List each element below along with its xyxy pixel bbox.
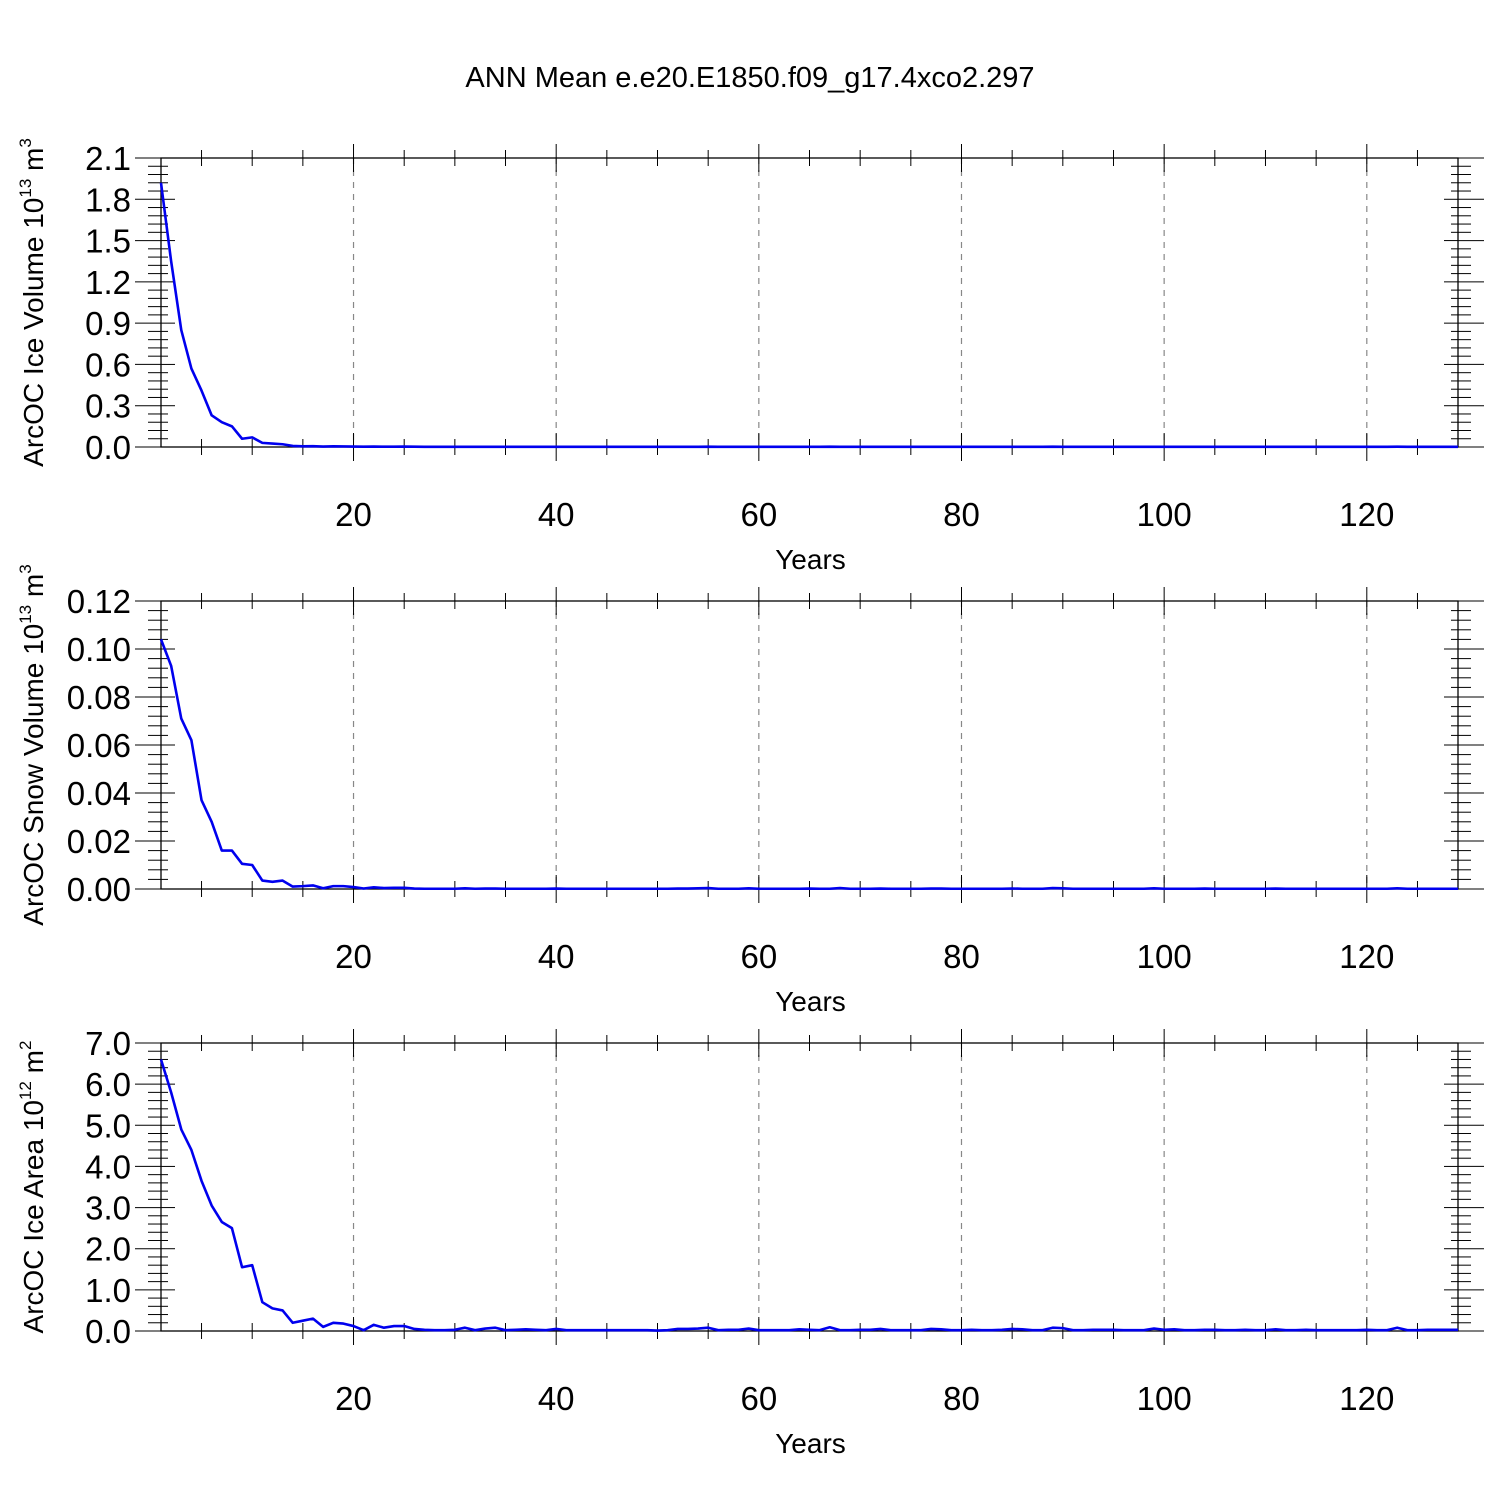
y-axis-label-unit: m	[18, 574, 49, 605]
x-axis-label: Years	[775, 544, 846, 575]
y-tick-label: 5.0	[85, 1107, 131, 1144]
y-axis-label-exp: 12	[16, 1081, 35, 1100]
x-tick-label: 120	[1339, 496, 1394, 533]
plot-frame	[160, 157, 1459, 448]
y-axis-label-exp: 13	[16, 605, 35, 624]
x-tick-label: 100	[1137, 938, 1192, 975]
panel-1: 0.0 0.3 0.6 0.9 1.2 1.5 1.8 2.1 20 40 60 80 100 120 Ye…	[16, 138, 1484, 575]
x-tick-label: 100	[1137, 1380, 1192, 1417]
y-tick-label: 0.02	[67, 823, 131, 860]
y-tick-label: 2.1	[85, 140, 131, 177]
y-tick-label: 2.0	[85, 1231, 131, 1268]
y-axis-label-text: ArcOC Ice Area 10	[18, 1100, 49, 1333]
y-tick-label: 0.0	[85, 429, 131, 466]
x-axis-label: Years	[775, 986, 846, 1017]
series-line	[159, 638, 1458, 891]
y-axis-label-text: ArcOC Snow Volume 10	[18, 624, 49, 926]
y-axis-label: ArcOC Snow Volume 1013 m3	[16, 564, 49, 925]
x-tick-label: 40	[538, 1380, 575, 1417]
y-axis-label-unit: m	[18, 148, 49, 179]
y-axis-label: ArcOC Ice Volume 1013 m3	[16, 138, 49, 467]
chart-title: ANN Mean e.e20.E1850.f09_g17.4xco2.297	[465, 62, 1035, 94]
x-tick-label: 100	[1137, 496, 1192, 533]
x-axis-label: Years	[775, 1428, 846, 1459]
y-tick-label: 1.2	[85, 264, 131, 301]
y-tick-label: 0.0	[85, 1313, 131, 1350]
y-tick-label: 3.0	[85, 1190, 131, 1227]
plot-frame	[160, 1042, 1459, 1332]
y-axis-label-exp: 13	[16, 179, 35, 198]
y-tick-label: 7.0	[85, 1025, 131, 1062]
y-tick-label: 6.0	[85, 1066, 131, 1103]
x-tick-label: 120	[1339, 1380, 1394, 1417]
x-tick-label: 80	[943, 938, 980, 975]
y-tick-label: 0.08	[67, 679, 131, 716]
x-tick-label: 80	[943, 496, 980, 533]
y-tick-label: 0.9	[85, 305, 131, 342]
y-tick-label: 0.12	[67, 583, 131, 620]
y-tick-label: 0.6	[85, 346, 131, 383]
y-tick-label: 0.10	[67, 631, 131, 668]
y-tick-label: 4.0	[85, 1148, 131, 1185]
x-tick-label: 60	[740, 496, 777, 533]
panel-2: 0.00 0.02 0.04 0.06 0.08 0.10 0.12 20 40 60 80 100 1…	[16, 564, 1484, 1017]
x-tick-label: 120	[1339, 938, 1394, 975]
x-tick-label: 40	[538, 938, 575, 975]
y-axis-label-unit-exp: 3	[16, 564, 35, 573]
y-tick-label: 1.8	[85, 181, 131, 218]
series-line	[159, 182, 1458, 449]
x-tick-label: 40	[538, 496, 575, 533]
y-axis-label-unit-exp: 3	[16, 138, 35, 147]
y-tick-label: 1.0	[85, 1272, 131, 1309]
y-axis-label: ArcOC Ice Area 1012 m2	[16, 1041, 49, 1334]
series-line	[159, 1059, 1458, 1332]
y-axis-label-text: ArcOC Ice Volume 10	[18, 198, 49, 467]
y-tick-label: 0.04	[67, 775, 131, 812]
x-tick-label: 80	[943, 1380, 980, 1417]
y-tick-label: 0.00	[67, 871, 131, 908]
y-tick-label: 1.5	[85, 223, 131, 260]
y-tick-label: 0.06	[67, 727, 131, 764]
x-tick-label: 20	[335, 496, 372, 533]
x-tick-label: 60	[740, 1380, 777, 1417]
y-axis-label-unit: m	[18, 1050, 49, 1081]
x-tick-label: 20	[335, 1380, 372, 1417]
y-axis-label-unit-exp: 2	[16, 1041, 35, 1050]
x-tick-label: 60	[740, 938, 777, 975]
y-tick-label: 0.3	[85, 388, 131, 425]
panel-3: 0.0 1.0 2.0 3.0 4.0 5.0 6.0 7.0 20 40 60 80 100 120 Ye…	[16, 1025, 1484, 1459]
x-tick-label: 20	[335, 938, 372, 975]
plot-frame	[160, 600, 1459, 890]
